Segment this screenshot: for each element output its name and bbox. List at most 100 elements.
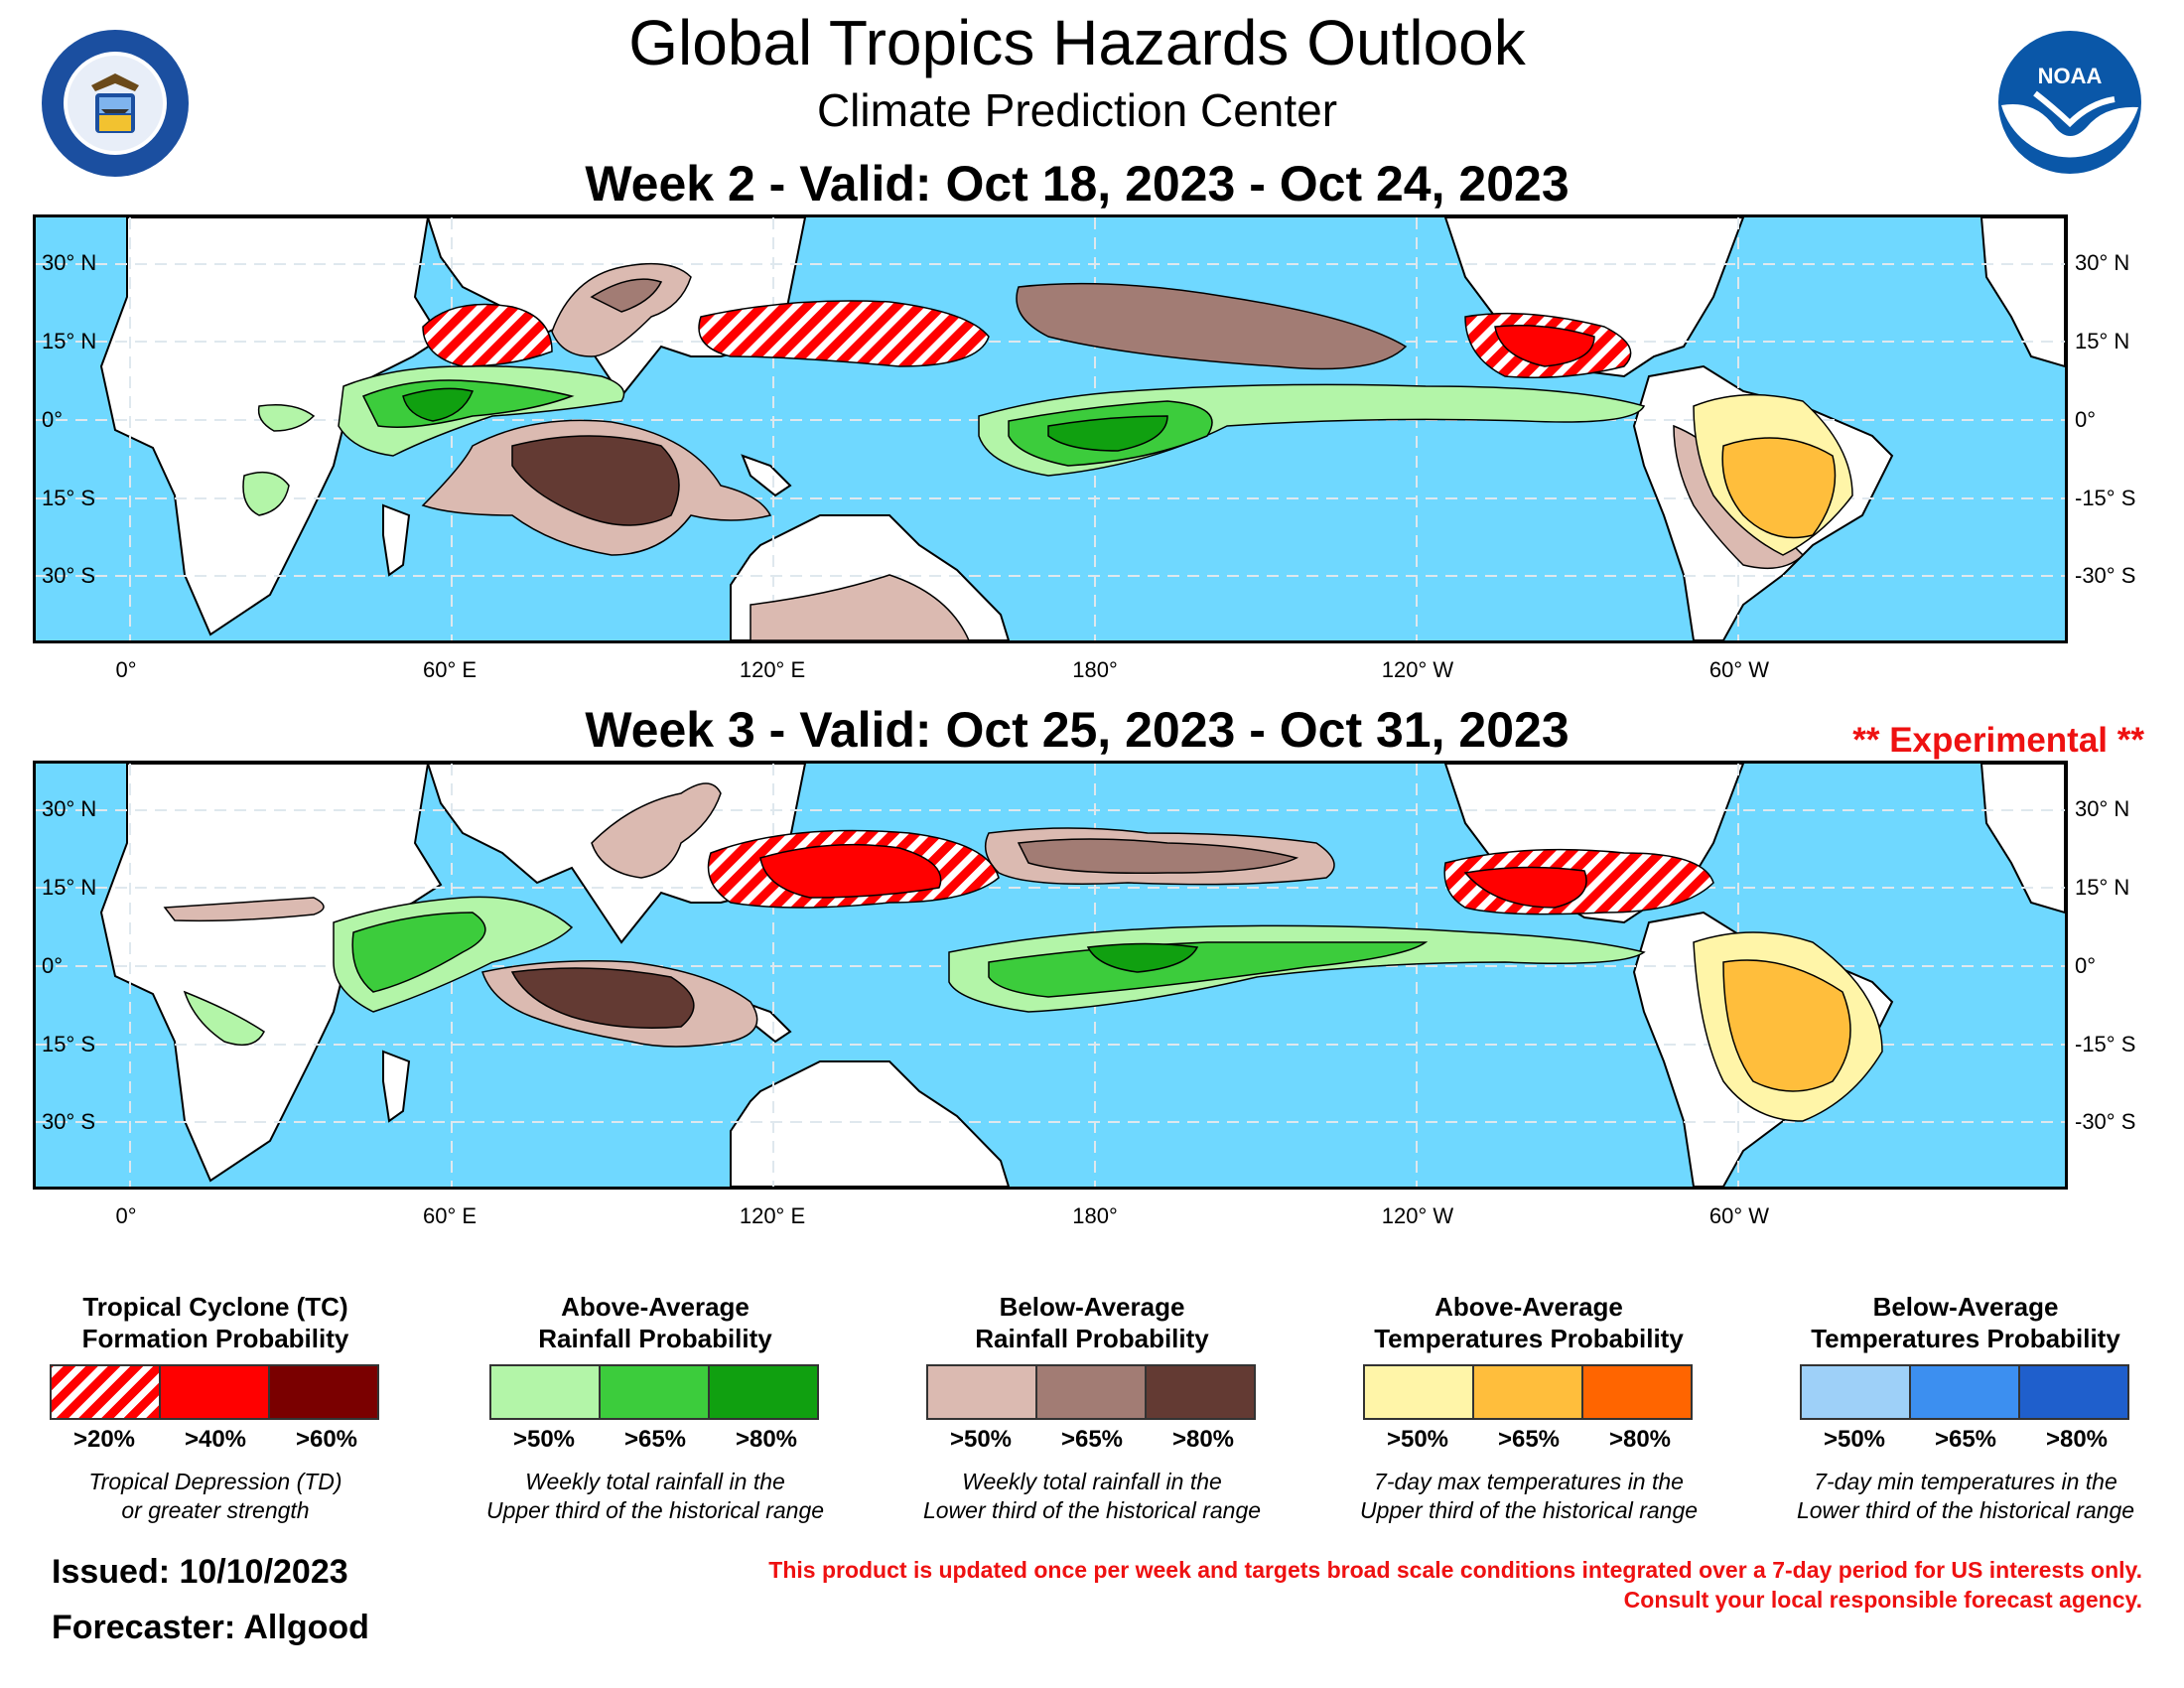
week3-lat-right-3: 0° (2075, 953, 2097, 978)
legend-below-rain: Below-Average Rainfall Probability >50% … (884, 1291, 1300, 1525)
legend-above-temp-desc-1: 7-day max temperatures in the (1374, 1469, 1684, 1494)
legend-below-rain-heading-2: Rainfall Probability (975, 1324, 1209, 1353)
legend-above-temp-heading-2: Temperatures Probability (1374, 1324, 1684, 1353)
week2-lat-left-1: 30° N (42, 250, 97, 275)
legend-tc-threshold: >20% (72, 1426, 136, 1453)
noaa-logo: NOAA (1995, 28, 2144, 182)
week3-below-rain (163, 782, 1335, 1048)
legend-below-rain-threshold: >65% (1060, 1426, 1124, 1453)
disclaimer-line-1: This product is updated once per week an… (768, 1557, 2142, 1583)
legend-above-rain-threshold: >50% (512, 1426, 576, 1453)
legend-above-rain-swatch-80 (708, 1364, 819, 1420)
week3-lon-2: 60° E (422, 1203, 478, 1228)
legend-tc-threshold: >60% (295, 1426, 358, 1453)
week3-map (33, 761, 2068, 1190)
legend-below-temp-desc-1: 7-day min temperatures in the (1814, 1469, 2117, 1494)
disclaimer: This product is updated once per week an… (653, 1555, 2142, 1615)
legend-below-rain-swatch-50 (926, 1364, 1037, 1420)
doc-seal-logo (40, 28, 191, 184)
legend-tc-swatch-40 (159, 1364, 270, 1420)
issued-date: Issued: 10/10/2023 (52, 1553, 348, 1591)
legend-below-temp-swatch-80 (2018, 1364, 2129, 1420)
week3-lon-5: 120° W (1381, 1203, 1454, 1228)
legend-above-rain-threshold: >65% (623, 1426, 687, 1453)
week3-lon-1: 0° (115, 1203, 137, 1228)
week2-lat-left-4: 15° S (42, 486, 96, 510)
legend-below-temp: Below-Average Temperatures Probability >… (1757, 1291, 2174, 1525)
week2-lon-1: 0° (115, 657, 137, 682)
week2-lat-right-2: 15° N (2075, 329, 2130, 353)
page-subtitle: Climate Prediction Center (816, 84, 1338, 136)
legend-below-temp-desc-2: Lower third of the historical range (1796, 1497, 2135, 1523)
legend-above-rain-heading-1: Above-Average (561, 1292, 750, 1322)
legend-above-temp-threshold: >65% (1497, 1426, 1561, 1453)
legend-tc-desc-1: Tropical Depression (TD) (88, 1469, 342, 1494)
week3-lat-right-2: 15° N (2075, 875, 2130, 900)
legend-tc-swatch-60 (268, 1364, 379, 1420)
week3-title: Week 3 - Valid: Oct 25, 2023 - Oct 31, 2… (585, 702, 1570, 758)
legend-above-temp-desc-2: Upper third of the historical range (1359, 1497, 1699, 1523)
legend-above-temp-heading-1: Above-Average (1434, 1292, 1623, 1322)
page-title: Global Tropics Hazards Outlook (628, 7, 1526, 78)
legend-below-temp-heading-2: Temperatures Probability (1811, 1324, 2120, 1353)
legend-above-rain-heading-2: Rainfall Probability (538, 1324, 772, 1353)
legend-below-rain-desc-1: Weekly total rainfall in the (962, 1469, 1222, 1494)
svg-text:NOAA: NOAA (2038, 64, 2103, 88)
legend-above-temp-threshold: >50% (1386, 1426, 1449, 1453)
legend-below-rain-threshold: >50% (949, 1426, 1013, 1453)
week2-lon-5: 120° W (1381, 657, 1454, 682)
week3-lat-right-5: -30° S (2075, 1109, 2136, 1134)
week3-lat-left-2: 15° N (42, 875, 97, 900)
legend-below-rain-swatch-65 (1035, 1364, 1147, 1420)
legend-below-temp-swatch-65 (1909, 1364, 2020, 1420)
legend-above-temp-swatch-65 (1472, 1364, 1583, 1420)
week2-title: Week 2 - Valid: Oct 18, 2023 - Oct 24, 2… (585, 156, 1570, 211)
legend-below-temp-threshold: >65% (1934, 1426, 1997, 1453)
legend-tc-heading-2: Formation Probability (81, 1324, 349, 1353)
week3-lat-left-1: 30° N (42, 796, 97, 821)
week2-lat-right-4: -15° S (2075, 486, 2136, 510)
week3-lat-left-3: 0° (42, 953, 64, 978)
legend-tc-heading-1: Tropical Cyclone (TC) (82, 1292, 348, 1322)
legend-tc: Tropical Cyclone (TC) Formation Probabil… (7, 1291, 424, 1525)
week2-lat-left-3: 0° (42, 407, 64, 432)
legend-tc-desc-2: or greater strength (121, 1497, 310, 1523)
forecaster-name: Forecaster: Allgood (52, 1609, 369, 1646)
legend-above-rain-threshold: >80% (735, 1426, 798, 1453)
legend-above-rain: Above-Average Rainfall Probability >50% … (447, 1291, 864, 1525)
week3-lat-right-1: 30° N (2075, 796, 2130, 821)
legend-below-rain-heading-1: Below-Average (999, 1292, 1185, 1322)
week2-lon-4: 180° (1072, 657, 1118, 682)
week2-lon-6: 60° W (1708, 657, 1770, 682)
legend-above-rain-desc-1: Weekly total rainfall in the (525, 1469, 785, 1494)
legend-below-rain-threshold: >80% (1171, 1426, 1235, 1453)
week2-lat-left-5: 30° S (42, 563, 96, 588)
week3-lon-3: 120° E (739, 1203, 806, 1228)
week3-tc (707, 829, 1714, 915)
legend-above-temp-swatch-50 (1363, 1364, 1474, 1420)
legend-below-rain-desc-2: Lower third of the historical range (922, 1497, 1262, 1523)
week2-map (33, 214, 2068, 643)
disclaimer-line-2: Consult your local responsible forecast … (1623, 1587, 2142, 1613)
legend-above-temp: Above-Average Temperatures Probability >… (1320, 1291, 1737, 1525)
week3-above-temp (1693, 931, 1883, 1122)
legend-below-rain-swatch-80 (1145, 1364, 1256, 1420)
week2-lon-3: 120° E (739, 657, 806, 682)
legend-tc-swatch-20 (50, 1364, 161, 1420)
experimental-note: ** Experimental ** (1852, 721, 2144, 760)
week3-above-rain (183, 896, 1646, 1047)
week2-above-temp (1693, 393, 1853, 556)
week3-lat-right-4: -15° S (2075, 1032, 2136, 1056)
legend-below-temp-heading-1: Below-Average (1872, 1292, 2059, 1322)
week2-lat-left-2: 15° N (42, 329, 97, 353)
legend-above-rain-swatch-50 (489, 1364, 601, 1420)
legend-above-rain-desc-2: Upper third of the historical range (485, 1497, 825, 1523)
week2-tc (422, 300, 1632, 378)
legend-above-rain-swatch-65 (599, 1364, 710, 1420)
week3-lat-left-4: 15° S (42, 1032, 96, 1056)
legend-below-temp-swatch-50 (1800, 1364, 1911, 1420)
week2-lat-right-5: -30° S (2075, 563, 2136, 588)
legend-below-temp-threshold: >50% (1823, 1426, 1886, 1453)
week3-lon-4: 180° (1072, 1203, 1118, 1228)
legend-below-temp-threshold: >80% (2045, 1426, 2109, 1453)
